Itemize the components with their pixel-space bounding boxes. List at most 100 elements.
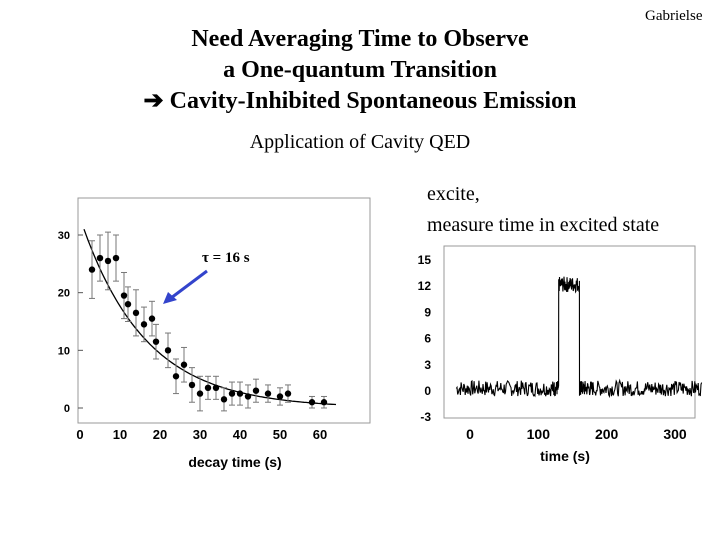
point-marker <box>164 347 172 354</box>
point-marker <box>212 384 220 392</box>
data-point <box>120 271 128 320</box>
data-point <box>172 358 180 395</box>
point-marker <box>320 399 328 406</box>
corner-label: Gabrielse <box>645 8 703 24</box>
point-marker <box>148 315 156 322</box>
decay-chart-axes: 0 10 20 30 40 50 60 0 10 20 30 <box>58 230 327 442</box>
decay-xtick: 10 <box>113 427 127 442</box>
tau-label: τ = 16 s <box>202 250 250 266</box>
data-point <box>196 375 204 412</box>
data-point <box>284 384 292 403</box>
point-marker <box>96 254 104 262</box>
jump-xtick: 300 <box>663 426 687 442</box>
jump-chart: 15 12 9 6 3 0 -3 0 100 200 300 time (s) <box>418 245 703 464</box>
title-line-1: Need Averaging Time to Observe <box>191 26 529 52</box>
jump-trace <box>455 276 703 399</box>
decay-xtick: 60 <box>313 427 327 442</box>
data-point <box>276 387 284 406</box>
point-marker <box>308 399 316 406</box>
decay-chart: 0 10 20 30 40 50 60 0 10 20 30 decay time (s) <box>58 197 371 470</box>
point-marker <box>112 254 120 262</box>
data-point <box>96 234 104 282</box>
data-point <box>308 395 316 409</box>
jump-ytick: 9 <box>424 305 431 319</box>
data-point <box>212 375 220 400</box>
jump-ytick: 12 <box>418 279 432 293</box>
tau-arrow-icon <box>163 269 208 304</box>
data-point <box>132 289 140 337</box>
data-point <box>252 378 260 403</box>
fit-line <box>83 228 337 406</box>
point-marker <box>284 390 292 397</box>
point-marker <box>172 373 180 380</box>
jump-chart-axes: 15 12 9 6 3 0 -3 0 100 200 300 <box>418 253 687 442</box>
data-point <box>112 234 120 282</box>
decay-xtick: 30 <box>193 427 207 442</box>
data-points <box>88 231 328 412</box>
point-marker <box>220 396 228 403</box>
decay-xtick: 0 <box>76 427 83 442</box>
data-point <box>88 240 96 299</box>
decay-chart-xlabel: decay time (s) <box>188 454 281 470</box>
title-line-2: a One-quantum Transition <box>223 57 497 83</box>
data-point <box>228 381 236 406</box>
decay-xtick: 20 <box>153 427 167 442</box>
decay-ytick: 20 <box>58 288 70 300</box>
decay-chart-frame <box>77 197 371 424</box>
jump-chart-xlabel: time (s) <box>540 448 590 464</box>
point-marker <box>88 266 96 273</box>
jump-xtick: 100 <box>527 426 551 442</box>
jump-ytick: 6 <box>424 332 431 346</box>
fit-curve <box>83 228 337 406</box>
jump-xtick: 0 <box>466 426 474 442</box>
point-marker <box>236 390 244 397</box>
data-point <box>124 286 132 322</box>
jump-xtick: 200 <box>595 426 619 442</box>
point-marker <box>244 393 252 400</box>
data-point <box>320 395 328 409</box>
subtitle: Application of Cavity QED <box>249 131 471 153</box>
point-marker <box>252 387 260 394</box>
arrow-icon: ➔ <box>143 88 164 114</box>
data-point <box>264 384 272 403</box>
point-marker <box>264 390 272 397</box>
data-point <box>164 332 172 369</box>
data-point <box>152 323 160 360</box>
point-marker <box>152 338 160 345</box>
data-point <box>180 346 188 383</box>
decay-ytick: 10 <box>58 345 70 357</box>
point-marker <box>140 321 148 328</box>
data-point <box>188 367 196 403</box>
slide-title: Need Averaging Time to Observe a One-qua… <box>0 24 720 117</box>
data-point <box>244 384 252 409</box>
jump-ytick: 0 <box>424 384 431 398</box>
point-marker <box>204 384 212 392</box>
data-point <box>148 300 156 337</box>
title-line-3: ➔ Cavity-Inhibited Spontaneous Emission <box>0 86 720 117</box>
jump-trace-line <box>455 276 703 399</box>
note-line-2: measure time in excited state <box>427 214 660 236</box>
data-point <box>236 381 244 406</box>
point-marker <box>188 381 196 389</box>
jump-ytick: 3 <box>424 358 431 372</box>
decay-xtick: 40 <box>233 427 247 442</box>
decay-xtick: 50 <box>273 427 287 442</box>
note-line-1: excite, <box>427 183 480 205</box>
decay-ytick: 0 <box>64 403 70 415</box>
point-marker <box>124 301 132 308</box>
data-point <box>220 387 228 412</box>
jump-ytick: -3 <box>420 410 431 424</box>
title-line-3-text: Cavity-Inhibited Spontaneous Emission <box>169 88 577 114</box>
point-marker <box>132 309 140 317</box>
point-marker <box>120 292 128 299</box>
data-point <box>104 231 112 291</box>
point-marker <box>104 257 112 265</box>
point-marker <box>228 390 236 397</box>
jump-chart-frame <box>443 245 696 419</box>
jump-ytick: 15 <box>418 253 432 267</box>
point-marker <box>196 390 204 397</box>
notes: excite, measure time in excited state <box>427 179 659 241</box>
point-marker <box>276 393 284 400</box>
data-point <box>204 375 212 400</box>
point-marker <box>180 361 188 368</box>
